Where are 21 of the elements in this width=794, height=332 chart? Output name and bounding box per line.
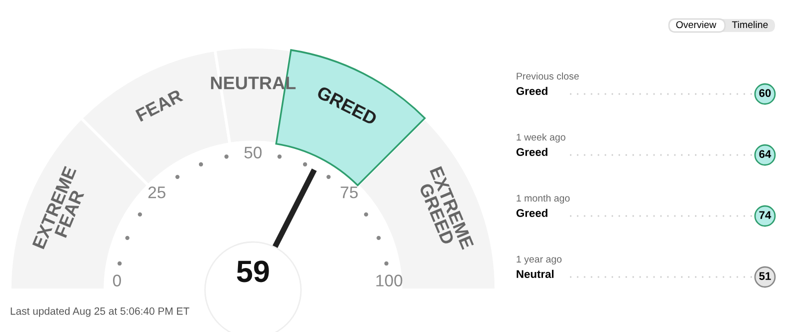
data-label: 64 <box>759 150 772 158</box>
text: Overview <box>676 20 716 28</box>
text: 100 <box>376 274 402 286</box>
data-label: 60 <box>759 89 771 97</box>
category-label: Previous close <box>516 72 579 80</box>
data-label: 51 <box>759 272 771 280</box>
text: 75 <box>340 186 358 198</box>
text: Greed <box>516 148 548 156</box>
text: 25 <box>148 186 166 198</box>
text: Timeline <box>732 20 768 28</box>
text: 50 <box>244 146 262 158</box>
category-label: 1 week ago <box>516 133 566 143</box>
text: Neutral <box>516 270 554 278</box>
text: 59 <box>236 260 269 282</box>
data-label: 74 <box>759 211 772 219</box>
text: Greed <box>516 86 548 95</box>
category-label: 1 month ago <box>516 194 570 204</box>
text: 0 <box>113 274 121 286</box>
text: Last updated Aug 25 at 5:06:40 PM ET <box>10 307 190 317</box>
text: Greed <box>516 208 548 217</box>
category-label: 1 year ago <box>516 256 562 265</box>
